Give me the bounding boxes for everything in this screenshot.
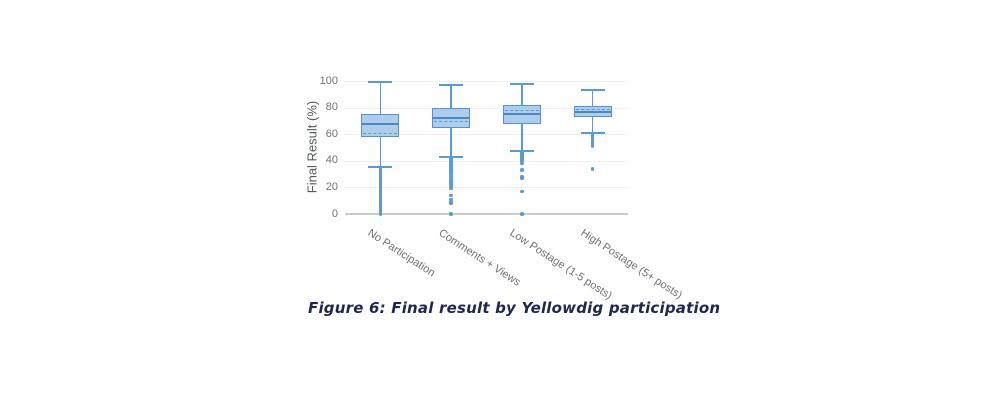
outlier-dot <box>590 132 595 136</box>
outlier-dot <box>378 167 383 171</box>
median-line <box>503 113 540 116</box>
outlier-dot <box>449 175 453 179</box>
outlier-dot <box>378 184 383 188</box>
y-tick-label-60: 60 <box>325 127 338 140</box>
outlier-dot <box>449 212 453 216</box>
y-tick-label-0: 0 <box>331 207 338 220</box>
whisker-cap-high <box>368 81 393 84</box>
median-line <box>433 117 470 120</box>
mean-line <box>363 132 398 134</box>
y-tick-label-80: 80 <box>325 101 338 114</box>
outlier-dot <box>449 177 453 182</box>
outlier-dot <box>378 200 383 204</box>
outlier-dot <box>378 192 383 196</box>
whisker-cap-high <box>580 89 605 92</box>
mean-line <box>434 120 469 122</box>
outlier-dot <box>449 193 453 198</box>
outlier-dot <box>520 212 524 216</box>
y-tick-label-40: 40 <box>325 154 338 167</box>
gridline-40 <box>345 160 628 162</box>
outlier-dot <box>520 161 524 166</box>
outlier-dot <box>520 168 524 172</box>
outlier-dot <box>520 151 524 155</box>
outlier-dot <box>520 189 524 194</box>
figure-caption: Figure 6: Final result by Yellowdig part… <box>308 299 721 317</box>
outlier-dot <box>378 188 383 192</box>
outlier-dot <box>449 197 453 202</box>
mean-line <box>504 110 539 112</box>
y-tick-label-20: 20 <box>325 180 338 193</box>
gridline-80 <box>345 107 628 109</box>
mean-line <box>575 108 610 110</box>
x-axis-line <box>345 213 628 215</box>
outlier-dot <box>520 175 524 179</box>
y-axis-title: Final Result (%) <box>304 100 320 194</box>
y-tick-label-100: 100 <box>319 74 338 87</box>
outlier-dot <box>378 204 383 208</box>
whisker-cap-high <box>509 82 534 85</box>
gridline-20 <box>345 187 628 189</box>
outlier-dot <box>449 184 453 188</box>
box-rect <box>361 114 400 137</box>
outlier-dot <box>378 196 383 200</box>
median-line <box>574 110 611 113</box>
gridline-60 <box>345 134 628 136</box>
outlier-dot <box>449 200 453 204</box>
gridline-100 <box>345 81 628 82</box>
whisker-cap-high <box>439 83 464 86</box>
x-tick-label: No Participation <box>365 227 438 280</box>
median-line <box>362 122 399 125</box>
outlier-dot <box>449 156 453 160</box>
outlier-dot <box>590 167 595 171</box>
